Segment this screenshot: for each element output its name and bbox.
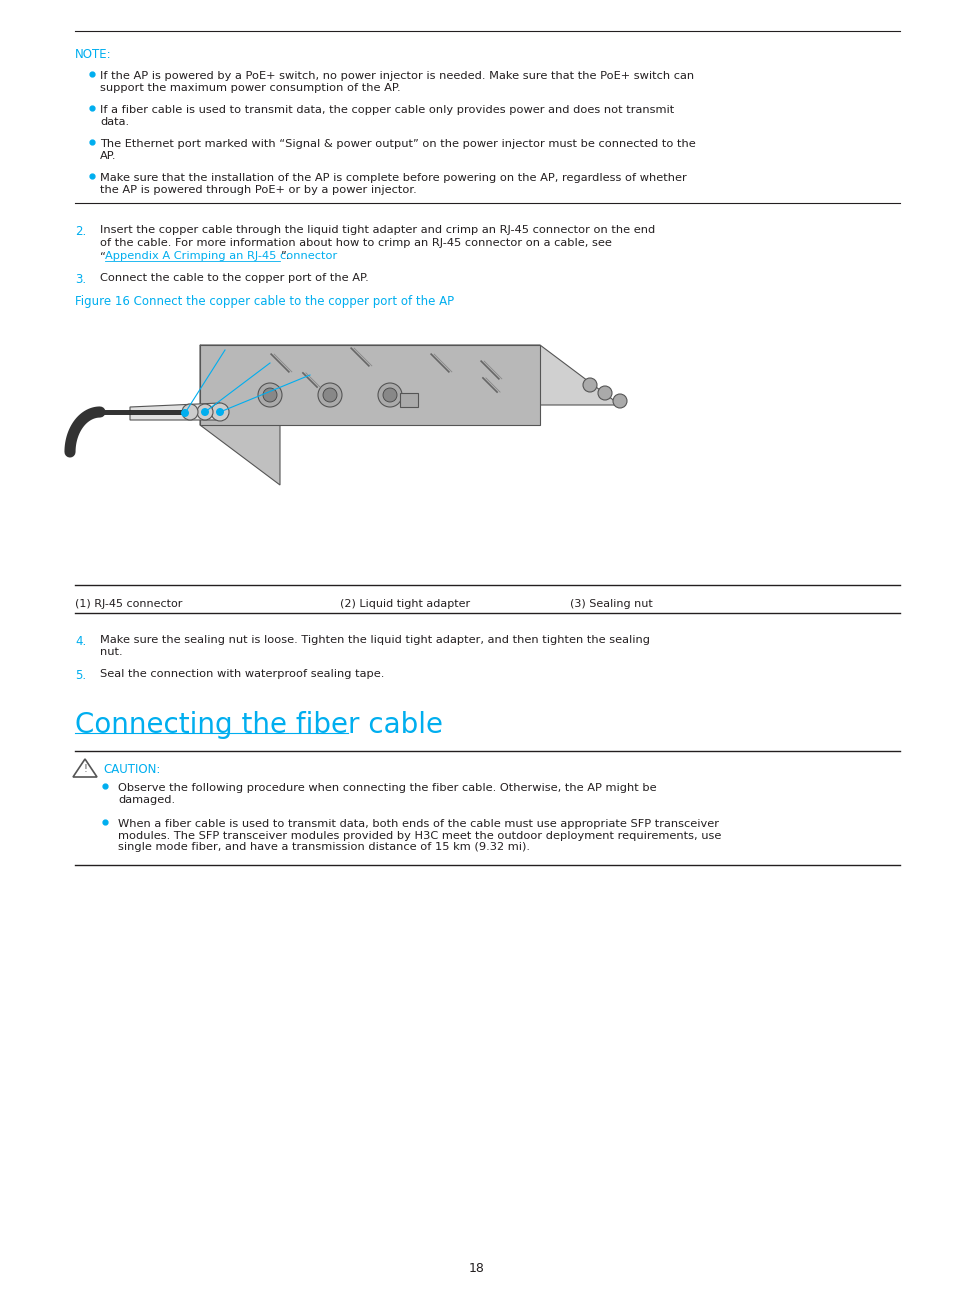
Text: 4.: 4. xyxy=(75,635,86,648)
Text: Observe the following procedure when connecting the fiber cable. Otherwise, the : Observe the following procedure when con… xyxy=(118,783,656,805)
Text: When a fiber cable is used to transmit data, both ends of the cable must use app: When a fiber cable is used to transmit d… xyxy=(118,819,720,853)
Text: Seal the connection with waterproof sealing tape.: Seal the connection with waterproof seal… xyxy=(100,669,384,679)
Text: Figure 16 Connect the copper cable to the copper port of the AP: Figure 16 Connect the copper cable to th… xyxy=(75,295,454,308)
Text: (3) Sealing nut: (3) Sealing nut xyxy=(569,599,652,609)
Circle shape xyxy=(182,404,198,420)
Circle shape xyxy=(382,388,396,402)
Text: If the AP is powered by a PoE+ switch, no power injector is needed. Make sure th: If the AP is powered by a PoE+ switch, n… xyxy=(100,71,694,92)
Text: 2.: 2. xyxy=(75,226,86,238)
Text: 5.: 5. xyxy=(75,669,86,682)
Text: The Ethernet port marked with “Signal & power output” on the power injector must: The Ethernet port marked with “Signal & … xyxy=(100,139,695,161)
Text: (2) Liquid tight adapter: (2) Liquid tight adapter xyxy=(339,599,470,609)
Circle shape xyxy=(377,384,401,407)
Text: of the cable. For more information about how to crimp an RJ-45 connector on a ca: of the cable. For more information about… xyxy=(100,238,611,248)
Circle shape xyxy=(613,394,626,408)
Polygon shape xyxy=(200,345,280,485)
Bar xyxy=(399,393,417,407)
Text: Make sure the sealing nut is loose. Tighten the liquid tight adapter, and then t: Make sure the sealing nut is loose. Tigh… xyxy=(100,635,649,657)
Circle shape xyxy=(263,388,276,402)
Polygon shape xyxy=(100,410,185,413)
Circle shape xyxy=(201,408,209,416)
Text: Insert the copper cable through the liquid tight adapter and crimp an RJ-45 conn: Insert the copper cable through the liqu… xyxy=(100,226,655,235)
Circle shape xyxy=(317,384,341,407)
Text: Appendix A Crimping an RJ-45 connector: Appendix A Crimping an RJ-45 connector xyxy=(105,251,337,260)
Text: 3.: 3. xyxy=(75,273,86,286)
Circle shape xyxy=(582,378,597,391)
Polygon shape xyxy=(200,345,619,404)
Circle shape xyxy=(257,384,282,407)
Text: Connect the cable to the copper port of the AP.: Connect the cable to the copper port of … xyxy=(100,273,369,283)
Text: “: “ xyxy=(100,251,106,260)
Polygon shape xyxy=(130,403,220,420)
Text: (1) RJ-45 connector: (1) RJ-45 connector xyxy=(75,599,182,609)
Circle shape xyxy=(181,410,189,417)
Text: If a fiber cable is used to transmit data, the copper cable only provides power : If a fiber cable is used to transmit dat… xyxy=(100,105,674,127)
Circle shape xyxy=(598,386,612,400)
Text: Connecting the fiber cable: Connecting the fiber cable xyxy=(75,712,442,739)
Circle shape xyxy=(196,404,213,420)
Text: !: ! xyxy=(83,765,87,774)
Text: ”.: ”. xyxy=(279,251,289,260)
Circle shape xyxy=(323,388,336,402)
Text: NOTE:: NOTE: xyxy=(75,48,112,61)
Text: CAUTION:: CAUTION: xyxy=(103,763,160,776)
Circle shape xyxy=(211,403,229,421)
Polygon shape xyxy=(200,345,539,425)
Circle shape xyxy=(215,408,224,416)
Text: Make sure that the installation of the AP is complete before powering on the AP,: Make sure that the installation of the A… xyxy=(100,172,686,194)
Text: 18: 18 xyxy=(469,1261,484,1274)
Polygon shape xyxy=(73,759,97,778)
